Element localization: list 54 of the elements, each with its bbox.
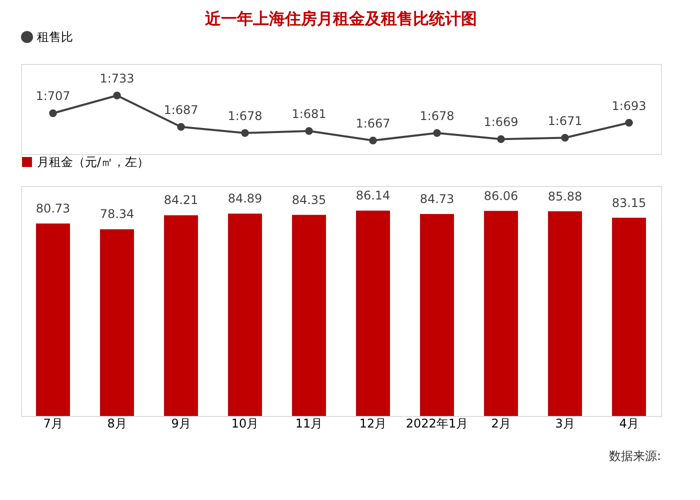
x-tick-label: 11月 [295, 416, 323, 430]
legend-label: 租售比 [37, 30, 73, 44]
x-tick-label: 2月 [491, 416, 511, 430]
x-tick-label: 3月 [555, 416, 575, 430]
data-label: 1:707 [36, 89, 70, 104]
bar [228, 214, 262, 416]
point [177, 123, 185, 131]
x-tick-label: 2022年1月 [406, 416, 468, 430]
data-label: 84.73 [420, 192, 454, 206]
point [49, 109, 57, 118]
bar [612, 218, 646, 416]
point [305, 127, 313, 135]
data-label: 86.14 [356, 188, 390, 203]
data-label: 1:669 [484, 115, 518, 130]
x-tick-label: 8月 [107, 416, 127, 430]
bar [420, 214, 454, 416]
point [497, 135, 505, 143]
bar [36, 224, 70, 416]
x-tick-label: 10月 [231, 416, 259, 430]
x-tick-label: 4月 [619, 416, 639, 430]
x-tick-label: 7月 [43, 416, 63, 430]
data-label: 84.35 [292, 192, 326, 207]
bar [484, 210, 518, 416]
bar [356, 210, 390, 416]
data-label: 1:681 [292, 106, 326, 121]
bar [292, 214, 326, 416]
data-label: 1:678 [420, 109, 454, 123]
data-label: 1:671 [548, 114, 582, 128]
point [369, 136, 377, 144]
data-label: 84.21 [164, 193, 198, 208]
legend-label: 月租金（元/㎡，左） [37, 155, 150, 169]
data-label: 1:687 [164, 102, 198, 117]
x-tick-label: 9月 [171, 416, 191, 430]
bar [548, 211, 582, 416]
data-label: 84.89 [228, 192, 262, 206]
point [241, 129, 249, 137]
data-label: 78.34 [100, 207, 134, 222]
data-label: 86.06 [484, 188, 518, 203]
point [433, 129, 441, 137]
point [561, 134, 569, 142]
data-label: 80.73 [36, 202, 70, 216]
source-note: 数据来源: [608, 449, 661, 463]
data-label: 83.15 [612, 196, 646, 210]
data-label: 85.88 [548, 189, 582, 204]
x-tick-label: 12月 [359, 416, 387, 430]
bar [100, 229, 134, 416]
chart-title: 近一年上海住房月租金及租售比统计图 [204, 9, 477, 28]
bar [164, 215, 198, 416]
data-label: 1:733 [100, 72, 134, 86]
point [113, 92, 121, 100]
data-label: 1:667 [356, 116, 390, 130]
data-label: 1:678 [228, 109, 262, 123]
data-label: 1:693 [612, 98, 646, 113]
point [625, 118, 633, 127]
